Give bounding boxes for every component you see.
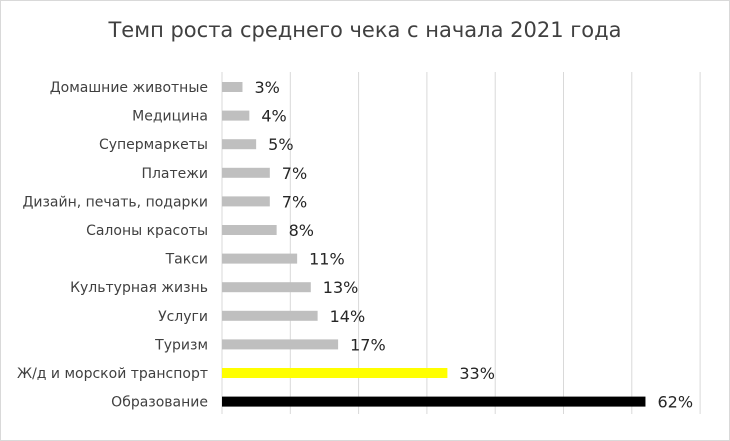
- bar: [222, 139, 257, 150]
- chart-title: Темп роста среднего чека с начала 2021 г…: [108, 18, 622, 42]
- category-label: Туризм: [154, 337, 208, 353]
- category-label: Дизайн, печать, подарки: [22, 194, 208, 210]
- value-labels: 3% 4% 5% 7% 7% 8% 11% 13% 14% 17% 33% 62%: [254, 78, 693, 412]
- gridlines: [221, 72, 701, 414]
- bar: [222, 110, 250, 121]
- bar: [222, 167, 270, 178]
- category-label: Культурная жизнь: [70, 280, 208, 296]
- value-label: 7%: [282, 192, 307, 211]
- category-label: Ж/д и морской транспорт: [17, 366, 208, 382]
- category-label: Супермаркеты: [99, 137, 208, 153]
- value-label: 11%: [309, 250, 345, 269]
- value-label: 5%: [268, 135, 293, 154]
- category-label: Образование: [111, 395, 208, 411]
- value-label: 13%: [323, 278, 359, 297]
- value-label: 33%: [459, 364, 495, 383]
- bar: [222, 253, 298, 264]
- bar: [222, 310, 318, 321]
- bar: [222, 368, 448, 378]
- bar: [222, 225, 277, 235]
- value-label: 4%: [261, 107, 286, 126]
- bar: [222, 82, 243, 92]
- value-label: 7%: [282, 164, 307, 183]
- category-label: Домашние животные: [50, 80, 208, 96]
- value-label: 3%: [254, 78, 279, 97]
- bars: [222, 82, 646, 407]
- bar: [222, 396, 646, 407]
- bar: [222, 282, 311, 293]
- bar: [222, 196, 270, 207]
- value-label: 17%: [350, 335, 386, 354]
- bar: [222, 339, 339, 350]
- category-label: Платежи: [141, 166, 208, 182]
- category-label: Медицина: [132, 109, 208, 125]
- category-label: Такси: [165, 252, 208, 268]
- value-label: 14%: [330, 307, 366, 326]
- category-labels: Домашние животные Медицина Супермаркеты Пла…: [17, 80, 208, 411]
- category-label: Салоны красоты: [86, 223, 208, 239]
- value-label: 62%: [657, 393, 693, 412]
- value-label: 8%: [289, 221, 314, 240]
- category-label: Услуги: [158, 309, 208, 325]
